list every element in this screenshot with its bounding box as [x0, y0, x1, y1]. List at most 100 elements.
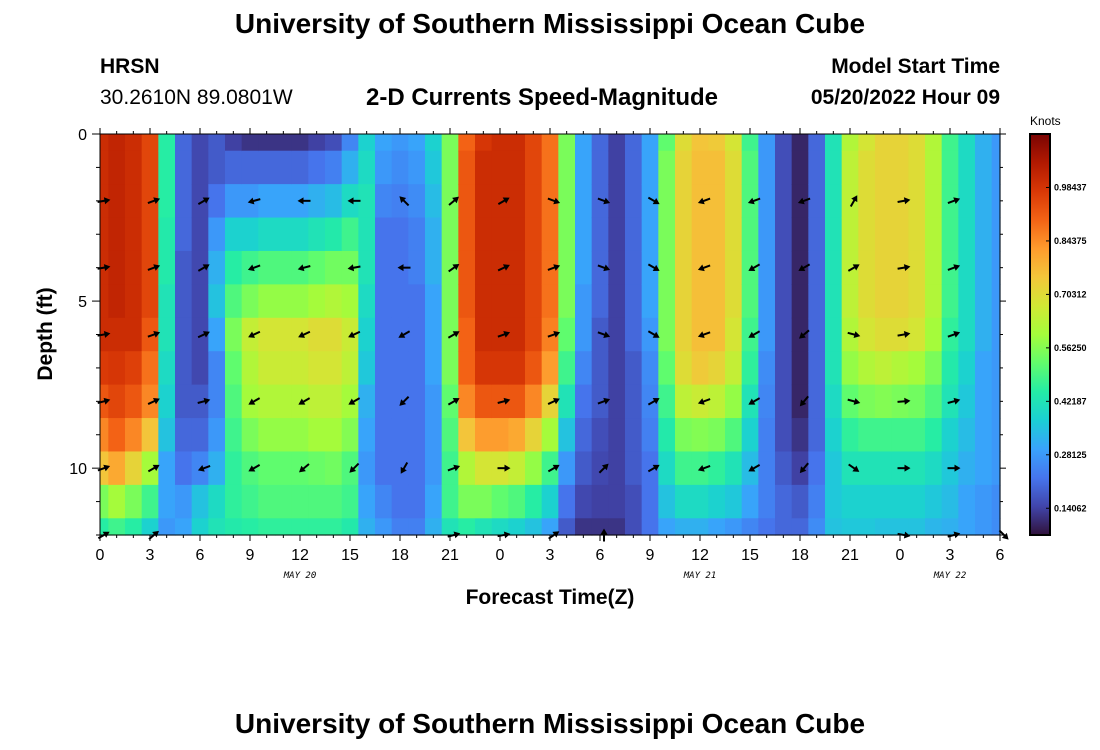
heatmap-cell [425, 418, 443, 453]
heatmap-cell [458, 451, 476, 486]
heatmap-cell [191, 351, 209, 386]
heatmap-cell [441, 384, 459, 419]
heatmap-cell [975, 284, 993, 319]
heatmap-cell [791, 317, 809, 352]
heatmap-cell [558, 217, 576, 252]
current-arrow [97, 464, 111, 472]
heatmap-cell [208, 184, 226, 219]
heatmap-cell [375, 184, 393, 219]
heatmap-cell [991, 518, 1001, 536]
heatmap-cell [425, 150, 443, 185]
current-arrow [497, 264, 510, 272]
x-tick-label: 21 [441, 547, 459, 564]
heatmap-cell [341, 418, 359, 453]
heatmap-cell [425, 451, 443, 486]
heatmap-cell [791, 418, 809, 453]
heatmap-cell [158, 451, 176, 486]
x-tick-label: 15 [341, 547, 359, 564]
heatmap-cell [191, 484, 209, 519]
heatmap-cell [725, 451, 743, 486]
heatmap-cell [391, 384, 409, 419]
current-arrow [799, 329, 810, 339]
heatmap-cell [875, 384, 893, 419]
heatmap-cell [925, 284, 943, 319]
heatmap-cell [441, 418, 459, 453]
current-arrow [848, 463, 860, 472]
heatmap-cell [708, 351, 726, 386]
heatmap-cell [141, 484, 159, 519]
heatmap-cell [241, 217, 259, 252]
heatmap-cell [991, 451, 1001, 486]
heatmap-cell [108, 150, 126, 185]
heatmap-cell [341, 217, 359, 252]
current-arrow [697, 197, 711, 205]
heatmap-cell [808, 317, 826, 352]
heatmap-cell [391, 150, 409, 185]
current-arrow [849, 195, 858, 207]
heatmap-cell [908, 134, 926, 152]
heatmap-cell [375, 484, 393, 519]
current-arrow [349, 462, 360, 473]
heatmap-cell [991, 284, 1001, 319]
heatmap-cell [425, 351, 443, 386]
heatmap-cell [875, 284, 893, 319]
heatmap-cell [991, 317, 1001, 352]
x-axis-title: Forecast Time(Z) [466, 586, 635, 609]
heatmap-cell [741, 134, 759, 152]
heatmap-cell [775, 518, 793, 536]
heatmap-cell [108, 217, 126, 252]
heatmap-cell [641, 418, 659, 453]
heatmap-cell [525, 484, 543, 519]
heatmap-cell [225, 518, 243, 536]
heatmap-cell [475, 134, 493, 152]
heatmap-cell [691, 418, 709, 453]
heatmap-cell [425, 384, 443, 419]
heatmap-cell [925, 317, 943, 352]
heatmap-cell [925, 418, 943, 453]
heatmap-cell [675, 317, 693, 352]
heatmap-cell [841, 351, 859, 386]
heatmap-cell [108, 351, 126, 386]
heatmap-cell [708, 217, 726, 252]
heatmap-cell [608, 418, 626, 453]
current-arrow [147, 464, 160, 473]
heatmap-cell [758, 284, 776, 319]
heatmap-cell [875, 184, 893, 219]
heatmap-cell [841, 284, 859, 319]
heatmap-cell [191, 217, 209, 252]
current-arrow [448, 196, 459, 206]
heatmap-cell [858, 484, 876, 519]
heatmap-cell [408, 317, 426, 352]
heatmap-cell [108, 284, 126, 319]
heatmap-cell [591, 351, 609, 386]
heatmap-cell [591, 250, 609, 285]
heatmap-cell [641, 250, 659, 285]
heatmap-cell [358, 217, 376, 252]
heatmap-cell [141, 284, 159, 319]
heatmap-cell [975, 451, 993, 486]
heatmap-cell [541, 217, 559, 252]
heatmap-cell [358, 317, 376, 352]
heatmap-cell [875, 150, 893, 185]
heatmap-cell [708, 134, 726, 152]
heatmap-cell [675, 184, 693, 219]
heatmap-cell [375, 418, 393, 453]
heatmap-cell [858, 518, 876, 536]
heatmap-cell [125, 451, 143, 486]
current-arrow [547, 197, 561, 205]
heatmap-cell [775, 351, 793, 386]
heatmap-cell [441, 317, 459, 352]
current-arrow [597, 264, 611, 272]
heatmap-cell [925, 250, 943, 285]
heatmap-cell [708, 184, 726, 219]
current-arrow [847, 398, 861, 405]
current-arrow [797, 197, 811, 205]
current-arrow [947, 331, 961, 338]
heatmap-cell [358, 518, 376, 536]
current-arrow [399, 396, 410, 406]
heatmap-cell [425, 184, 443, 219]
heatmap-cell [458, 418, 476, 453]
current-arrow [97, 330, 111, 338]
current-arrow [399, 196, 410, 207]
heatmap-cell [425, 518, 443, 536]
